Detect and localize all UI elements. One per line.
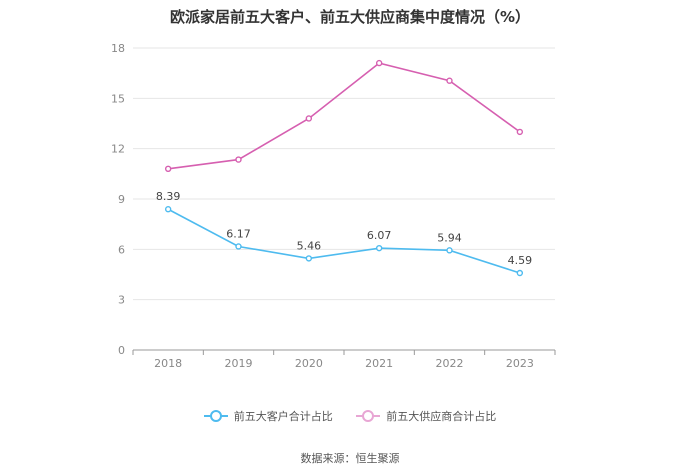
series-0: 8.39 6.17 5.46 6.07 5.94 4.59 bbox=[156, 190, 533, 277]
data-label: 5.94 bbox=[437, 231, 462, 244]
legend-item-suppliers[interactable]: 前五大供应商合计占比 bbox=[356, 408, 496, 424]
x-tick-label: 2020 bbox=[295, 357, 323, 370]
data-point[interactable] bbox=[235, 156, 242, 163]
gridlines bbox=[133, 47, 555, 301]
y-tick-label: 18 bbox=[111, 42, 125, 55]
series-line bbox=[168, 62, 521, 170]
legend-swatch-suppliers bbox=[356, 410, 381, 422]
y-tick-label: 3 bbox=[118, 294, 125, 307]
data-point[interactable] bbox=[446, 247, 453, 254]
data-point[interactable] bbox=[164, 206, 172, 213]
legend: 前五大客户合计占比 前五大供应商合计占比 bbox=[0, 408, 700, 425]
source-note: 数据来源：恒生聚源 bbox=[300, 452, 400, 465]
data-label: 5.46 bbox=[297, 239, 322, 252]
legend-label-suppliers: 前五大供应商合计占比 bbox=[386, 410, 497, 423]
data-point[interactable] bbox=[516, 128, 524, 136]
x-tick-label: 2021 bbox=[365, 357, 393, 370]
y-tick-label: 15 bbox=[111, 92, 125, 105]
x-tick-label: 2019 bbox=[225, 357, 253, 370]
data-point[interactable] bbox=[305, 255, 313, 262]
y-tick-label: 9 bbox=[118, 193, 125, 206]
x-tick-label: 2018 bbox=[154, 357, 182, 370]
data-point[interactable] bbox=[516, 269, 524, 277]
x-tick-label: 2023 bbox=[506, 357, 534, 370]
y-tick-label: 0 bbox=[118, 344, 125, 357]
series-line bbox=[167, 208, 521, 274]
data-label: 6.07 bbox=[367, 229, 392, 242]
legend-label-customers: 前五大客户合计占比 bbox=[233, 410, 333, 423]
line-chart: 0 3 6 9 12 15 18 2018 2019 2020 2021 2022 2023 8.39… bbox=[111, 42, 556, 370]
y-axis: 0 3 6 9 12 15 18 bbox=[111, 42, 125, 357]
x-tick-label: 2022 bbox=[436, 357, 464, 370]
y-tick-label: 12 bbox=[111, 143, 125, 156]
series-group: 8.39 6.17 5.46 6.07 5.94 4.59 bbox=[156, 59, 533, 277]
x-axis: 2018 2019 2020 2021 2022 2023 bbox=[132, 349, 556, 370]
data-point[interactable] bbox=[375, 59, 383, 67]
data-label: 6.17 bbox=[226, 227, 251, 240]
series-1 bbox=[164, 59, 524, 173]
legend-swatch-customers bbox=[203, 410, 228, 422]
data-point[interactable] bbox=[375, 244, 383, 252]
y-tick-label: 6 bbox=[118, 243, 125, 256]
data-label: 4.59 bbox=[508, 254, 533, 267]
chart-title: 欧派家居前五大客户、前五大供应商集中度情况（%） bbox=[169, 8, 531, 26]
data-label: 8.39 bbox=[156, 190, 181, 203]
legend-item-customers[interactable]: 前五大客户合计占比 bbox=[203, 408, 333, 424]
data-point[interactable] bbox=[446, 77, 453, 84]
data-point[interactable] bbox=[305, 115, 313, 122]
data-point[interactable] bbox=[164, 165, 172, 173]
data-point[interactable] bbox=[235, 243, 242, 250]
